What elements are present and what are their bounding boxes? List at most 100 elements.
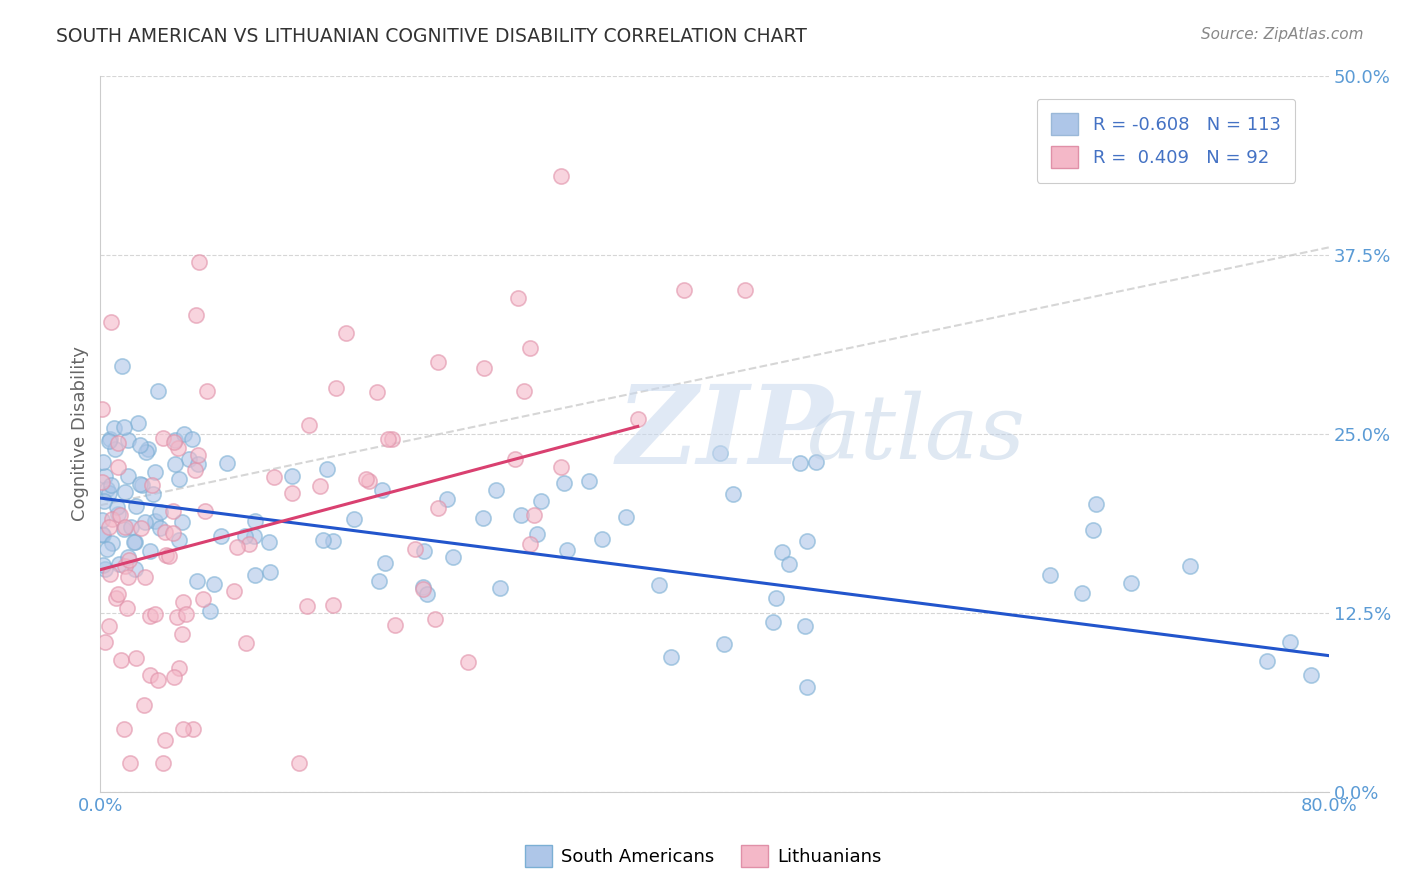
Point	[110, 653, 132, 667]
Point	[1180, 558, 1202, 573]
Point	[721, 486, 744, 500]
Point	[770, 544, 793, 558]
Point	[172, 515, 194, 529]
Point	[90, 401, 112, 416]
Point	[118, 552, 141, 566]
Point	[209, 529, 232, 543]
Point	[166, 609, 188, 624]
Point	[157, 549, 180, 563]
Point	[167, 441, 190, 455]
Point	[713, 637, 735, 651]
Point	[143, 514, 166, 528]
Point	[149, 521, 172, 535]
Point	[489, 581, 512, 595]
Point	[371, 483, 394, 497]
Point	[138, 442, 160, 456]
Point	[412, 580, 434, 594]
Point	[98, 485, 121, 500]
Point	[165, 458, 187, 472]
Point	[167, 660, 190, 674]
Point	[125, 651, 148, 665]
Point	[187, 448, 209, 462]
Point	[288, 756, 311, 770]
Point	[152, 431, 174, 445]
Point	[122, 535, 145, 549]
Point	[281, 486, 304, 500]
Point	[180, 432, 202, 446]
Point	[519, 537, 541, 551]
Point	[384, 617, 406, 632]
Point	[104, 442, 127, 456]
Point	[794, 619, 817, 633]
Point	[162, 504, 184, 518]
Point	[146, 673, 169, 687]
Point	[91, 558, 114, 572]
Point	[312, 533, 335, 548]
Point	[778, 557, 800, 571]
Point	[96, 482, 118, 496]
Point	[238, 537, 260, 551]
Point	[1299, 668, 1322, 682]
Point	[135, 445, 157, 459]
Point	[295, 599, 318, 613]
Point	[111, 359, 134, 373]
Point	[523, 508, 546, 523]
Point	[181, 722, 204, 736]
Point	[472, 360, 495, 375]
Point	[177, 451, 200, 466]
Point	[94, 469, 117, 483]
Point	[427, 355, 450, 369]
Point	[187, 458, 209, 472]
Point	[357, 474, 380, 488]
Point	[163, 435, 186, 450]
Point	[139, 609, 162, 624]
Point	[152, 756, 174, 770]
Point	[412, 543, 434, 558]
Point	[172, 595, 194, 609]
Point	[1081, 524, 1104, 538]
Point	[114, 520, 136, 534]
Point	[143, 607, 166, 621]
Point	[174, 607, 197, 621]
Point	[155, 548, 177, 562]
Point	[169, 472, 191, 486]
Point	[101, 512, 124, 526]
Point	[91, 454, 114, 468]
Point	[226, 540, 249, 554]
Point	[96, 541, 118, 556]
Point	[316, 462, 339, 476]
Point	[243, 529, 266, 543]
Point	[114, 485, 136, 500]
Point	[659, 650, 682, 665]
Point	[374, 556, 396, 570]
Point	[149, 505, 172, 519]
Point	[90, 526, 112, 541]
Point	[172, 723, 194, 737]
Point	[120, 520, 142, 534]
Point	[107, 459, 129, 474]
Point	[93, 494, 115, 508]
Point	[127, 416, 149, 430]
Point	[112, 420, 135, 434]
Point	[578, 474, 600, 488]
Point	[112, 522, 135, 536]
Point	[734, 284, 756, 298]
Point	[555, 543, 578, 558]
Point	[648, 578, 671, 592]
Point	[138, 544, 160, 558]
Point	[105, 500, 128, 514]
Point	[191, 592, 214, 607]
Point	[145, 466, 167, 480]
Point	[505, 452, 527, 467]
Point	[162, 526, 184, 541]
Point	[129, 437, 152, 451]
Point	[100, 567, 122, 582]
Point	[98, 434, 121, 449]
Point	[117, 433, 139, 447]
Point	[765, 591, 787, 605]
Point	[134, 516, 156, 530]
Point	[100, 315, 122, 329]
Point	[108, 508, 131, 523]
Point	[526, 527, 548, 541]
Point	[796, 680, 818, 694]
